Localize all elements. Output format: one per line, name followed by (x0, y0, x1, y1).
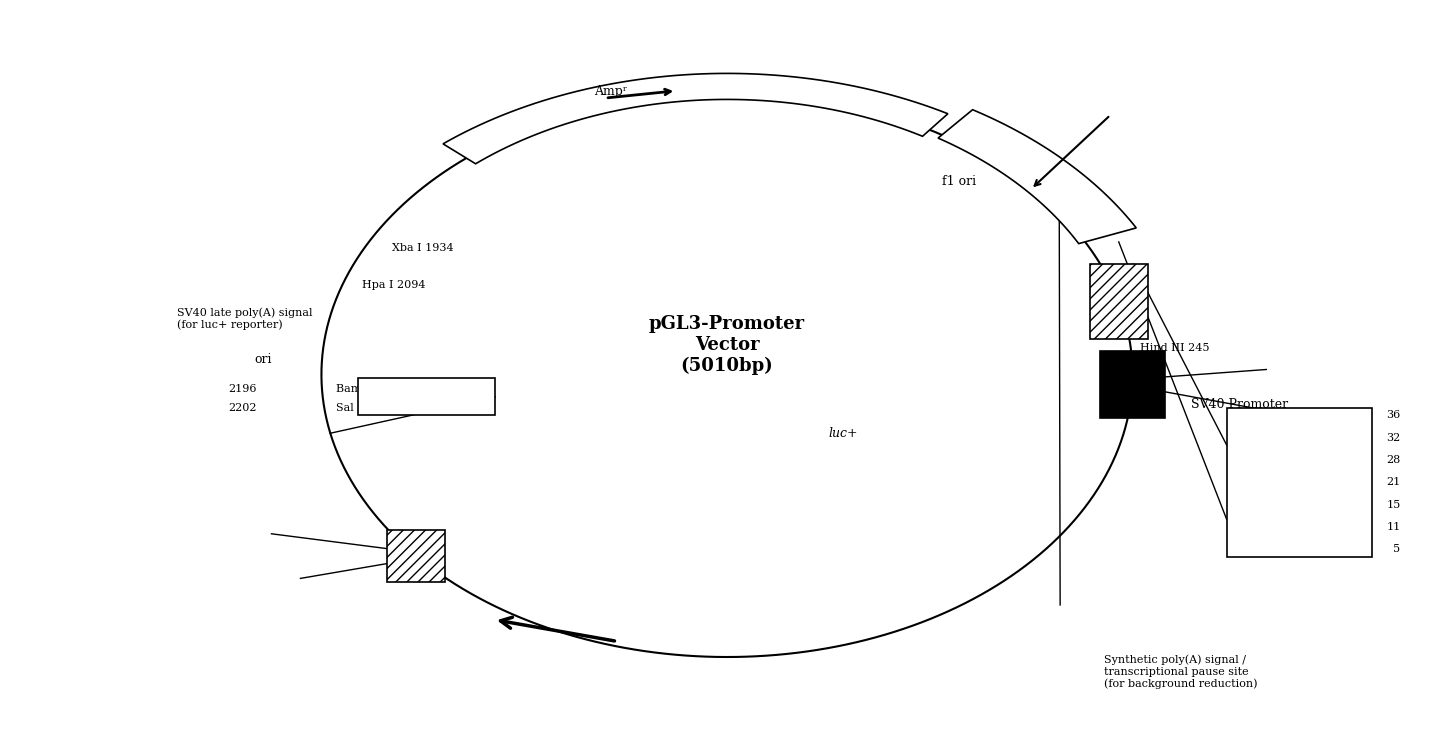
Text: Sac I: Sac I (1271, 522, 1298, 532)
Text: f1 ori: f1 ori (942, 175, 976, 188)
Text: Nhe I: Nhe I (1271, 477, 1301, 488)
Text: pGL3-Promoter
Vector
(5010bp): pGL3-Promoter Vector (5010bp) (648, 315, 806, 374)
Text: BamH I: BamH I (336, 384, 379, 395)
FancyBboxPatch shape (1099, 351, 1165, 418)
Text: 28: 28 (1386, 455, 1400, 465)
Text: 15: 15 (1386, 500, 1400, 509)
Text: 36: 36 (1386, 410, 1400, 420)
FancyBboxPatch shape (1090, 264, 1147, 339)
Text: 32: 32 (1386, 433, 1400, 443)
Text: Synthetic poly(A) signal /
transcriptional pause site
(for background reduction): Synthetic poly(A) signal / transcription… (1104, 655, 1258, 689)
Text: 11: 11 (1386, 522, 1400, 532)
FancyBboxPatch shape (387, 530, 445, 582)
Text: Hpa I 2094: Hpa I 2094 (362, 280, 426, 291)
Text: SV40 Promoter: SV40 Promoter (1191, 398, 1288, 410)
FancyBboxPatch shape (1227, 408, 1371, 557)
Text: Ampʳ: Ampʳ (595, 85, 628, 98)
FancyBboxPatch shape (358, 378, 496, 416)
Text: 2196: 2196 (228, 384, 256, 395)
Text: Kpn I: Kpn I (1271, 545, 1301, 554)
Text: Mlu I: Mlu I (1271, 500, 1300, 509)
Text: Nco I 278: Nco I 278 (1089, 314, 1144, 324)
Text: Hind III 245: Hind III 245 (1140, 344, 1210, 354)
Text: Sal I: Sal I (336, 403, 362, 413)
Text: 2202: 2202 (228, 403, 256, 413)
Polygon shape (938, 109, 1136, 243)
Text: luc+: luc+ (829, 428, 858, 440)
Text: Xba I 1934: Xba I 1934 (393, 243, 454, 253)
Text: 21: 21 (1386, 477, 1400, 488)
Text: 5: 5 (1393, 545, 1400, 554)
Text: ori: ori (254, 353, 272, 366)
Text: Sma I: Sma I (1271, 455, 1303, 465)
Polygon shape (443, 73, 948, 164)
Text: SV40 late poly(A) signal
(for luc+ reporter): SV40 late poly(A) signal (for luc+ repor… (176, 307, 313, 330)
Text: Bgl II: Bgl II (1271, 410, 1301, 420)
Text: Xho I: Xho I (1271, 433, 1300, 443)
